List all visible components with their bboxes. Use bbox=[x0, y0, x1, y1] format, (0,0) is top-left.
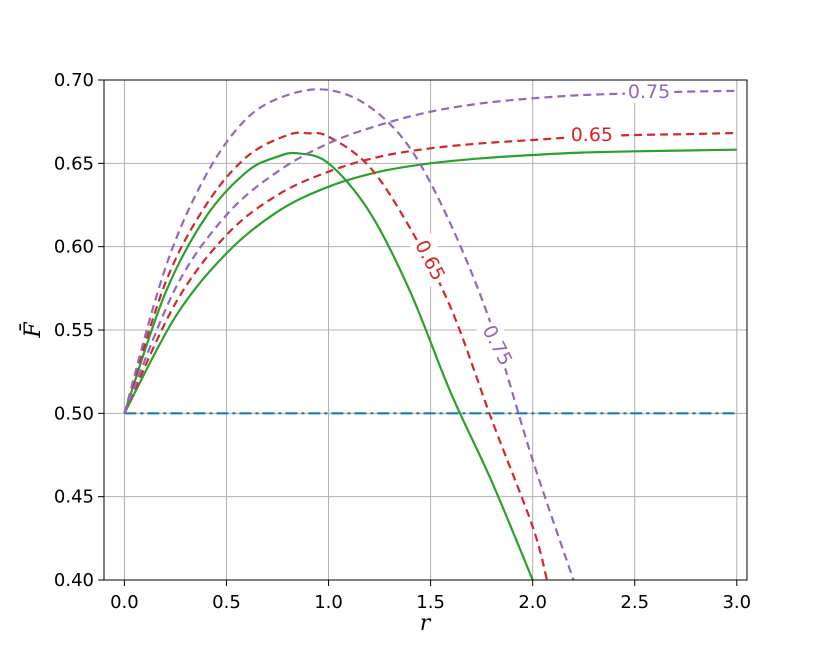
y-tick-label: 0.65 bbox=[54, 153, 94, 174]
y-tick-label: 0.40 bbox=[54, 570, 94, 591]
curve-label-bg bbox=[409, 233, 453, 287]
y-axis-ticks: 0.40 0.45 0.50 0.55 0.60 0.65 0.70 bbox=[54, 70, 104, 591]
curve-label-bg bbox=[567, 122, 616, 147]
series-line-1 bbox=[123, 148, 737, 414]
curve-labels: 0.750.650.650.75 bbox=[409, 78, 674, 372]
series-line-3 bbox=[123, 131, 737, 414]
curve-label-bg bbox=[476, 318, 520, 372]
x-tick-label: 3.0 bbox=[722, 592, 751, 613]
y-tick-label: 0.55 bbox=[54, 320, 94, 341]
y-tick-label: 0.45 bbox=[54, 487, 94, 508]
curve-label-text: 0.75 bbox=[628, 81, 670, 103]
x-tick-label: 0.5 bbox=[212, 592, 241, 613]
x-tick-label: 1.5 bbox=[416, 592, 445, 613]
y-tick-label: 0.50 bbox=[54, 403, 94, 424]
x-tick-label: 2.5 bbox=[620, 592, 649, 613]
y-tick-label: 0.60 bbox=[54, 237, 94, 258]
x-tick-label: 1.0 bbox=[314, 592, 343, 613]
x-axis-ticks: 0.0 0.5 1.0 1.5 2.0 2.5 3.0 bbox=[110, 580, 751, 613]
x-tick-label: 2.0 bbox=[518, 592, 547, 613]
curve-label-text: 0.65 bbox=[571, 124, 613, 146]
y-axis-label: F̄ bbox=[19, 322, 46, 339]
series-group bbox=[123, 88, 737, 580]
x-tick-label: 0.0 bbox=[110, 592, 139, 613]
series-line-6 bbox=[123, 88, 575, 580]
curve-label: 0.65 bbox=[567, 122, 616, 147]
curve-label-bg bbox=[625, 78, 674, 103]
curve-label: 0.75 bbox=[625, 78, 674, 103]
x-axis-label: r bbox=[420, 611, 432, 636]
y-tick-label: 0.70 bbox=[54, 70, 94, 91]
series-line-4 bbox=[123, 131, 549, 580]
series-line-2 bbox=[123, 151, 534, 580]
